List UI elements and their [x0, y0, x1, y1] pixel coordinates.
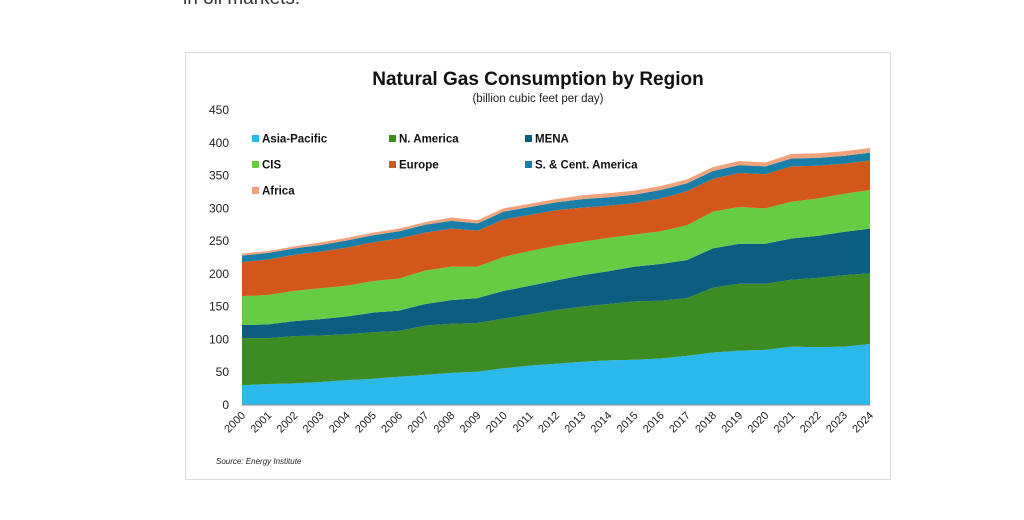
area-series-asia-pacific	[242, 344, 870, 405]
area-series-mena	[242, 228, 870, 339]
x-tick-label: 2021	[772, 410, 798, 436]
x-tick-label: 2020	[746, 410, 772, 436]
y-tick-label: 150	[209, 300, 229, 314]
x-tick-label: 2022	[798, 410, 824, 436]
legend-item: Europe	[389, 160, 439, 172]
y-tick-label: 350	[209, 169, 229, 183]
legend-label: CIS	[262, 160, 282, 172]
y-tick-label: 300	[209, 201, 229, 215]
legend-item: N. America	[389, 134, 459, 146]
x-tick-label: 2009	[458, 410, 484, 436]
x-tick-label: 2017	[667, 410, 693, 436]
legend-item: Africa	[252, 186, 295, 198]
x-tick-label: 2014	[589, 410, 615, 436]
legend-item: S. & Cent. America	[525, 160, 638, 172]
legend-swatch	[389, 161, 396, 168]
x-tick-label: 2004	[327, 410, 353, 436]
area-series-cis	[242, 189, 870, 326]
x-tick-label: 2002	[275, 410, 301, 436]
legend-swatch	[525, 161, 532, 168]
x-tick-label: 2023	[824, 410, 850, 436]
chart-title: Natural Gas Consumption by Region	[372, 69, 704, 90]
x-tick-label: 2010	[484, 410, 510, 436]
legend-swatch	[525, 135, 532, 142]
legend-item: MENA	[525, 134, 569, 146]
intro-text: in oil markets.	[183, 0, 300, 10]
chart-subtitle: (billion cubic feet per day)	[472, 93, 604, 105]
y-tick-label: 250	[209, 234, 229, 248]
x-tick-label: 2001	[248, 410, 274, 436]
legend-item: Asia-Pacific	[252, 134, 328, 146]
area-series-n-america	[242, 273, 870, 386]
y-tick-label: 0	[222, 398, 229, 412]
x-tick-label: 2007	[405, 410, 431, 436]
x-tick-label: 2018	[693, 410, 719, 436]
legend-swatch	[389, 135, 396, 142]
legend-label: Asia-Pacific	[262, 134, 328, 146]
legend-swatch	[252, 135, 259, 142]
x-tick-label: 2015	[615, 410, 641, 436]
x-tick-label: 2008	[432, 410, 458, 436]
x-tick-label: 2003	[301, 410, 327, 436]
legend-label: Africa	[262, 186, 295, 198]
x-tick-label: 2000	[222, 410, 248, 436]
x-tick-label: 2005	[353, 410, 379, 436]
area-series-africa	[242, 148, 870, 256]
x-tick-label: 2019	[719, 410, 745, 436]
legend-label: S. & Cent. America	[535, 160, 638, 172]
y-tick-label: 450	[209, 103, 229, 117]
legend-label: MENA	[535, 134, 569, 146]
legend-swatch	[252, 187, 259, 194]
x-tick-label: 2006	[379, 410, 405, 436]
legend-label: Europe	[399, 160, 439, 172]
y-tick-label: 400	[209, 136, 229, 150]
x-tick-label: 2012	[536, 410, 562, 436]
legend-label: N. America	[399, 134, 459, 146]
legend-item: CIS	[252, 160, 282, 172]
area-series-europe	[242, 160, 870, 297]
x-tick-label: 2013	[562, 410, 588, 436]
y-tick-label: 50	[216, 365, 230, 379]
x-tick-label: 2011	[511, 410, 536, 435]
area-series-s-cent-america	[242, 152, 870, 263]
y-tick-label: 100	[209, 332, 229, 346]
x-tick-label: 2016	[641, 410, 667, 436]
y-tick-label: 200	[209, 267, 229, 281]
chart-card: Natural Gas Consumption by Region (billi…	[185, 52, 891, 480]
chart-source: Source: Energy Institute	[216, 457, 302, 466]
legend-swatch	[252, 161, 259, 168]
x-tick-label: 2024	[850, 410, 876, 436]
